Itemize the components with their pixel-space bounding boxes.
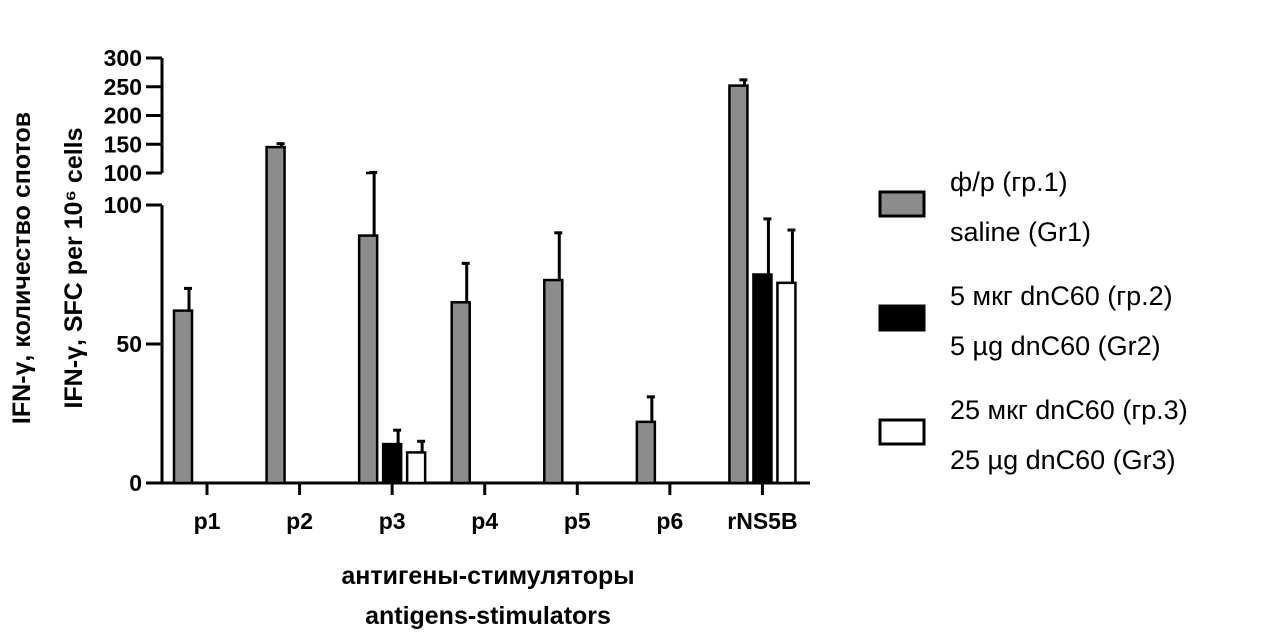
x-axis-label-line: антигены-стимуляторы (341, 562, 634, 590)
x-tick-label: p5 (564, 508, 591, 534)
y-tick-label: 100 (104, 192, 142, 218)
x-tick-label: p6 (656, 508, 683, 534)
legend-swatch (878, 304, 926, 332)
y-tick-label: 50 (116, 331, 142, 357)
legend-swatch (878, 418, 926, 446)
bar (265, 145, 286, 485)
bar (752, 273, 773, 485)
bar (381, 442, 403, 485)
y-tick-label: 150 (104, 131, 142, 157)
legend-label-en: saline (Gr1) (950, 217, 1091, 247)
bar (357, 234, 379, 485)
y-axis-label: IFN-γ, количество спотов IFN-γ, SFC per 1… (8, 112, 88, 424)
x-tick-label: p3 (379, 508, 406, 534)
bar (543, 278, 564, 485)
bar (635, 420, 657, 485)
x-tick-label: p2 (286, 508, 313, 534)
legend-label: 25 мкг dnC60 (гр.3) (950, 395, 1188, 425)
y-axis-label-line: IFN-γ, SFC per 10⁶ cells (60, 127, 88, 408)
bar (172, 309, 194, 485)
axis-break-gap (142, 177, 810, 201)
x-axis-label-line: antigens-stimulators (365, 602, 611, 630)
bar (450, 301, 471, 485)
legend-label: 5 мкг dnC60 (гр.2) (950, 281, 1173, 311)
y-tick-label: 300 (104, 45, 142, 71)
bar (405, 451, 427, 485)
y-axis-label-line: IFN-γ, количество спотов (8, 112, 36, 424)
y-tick-label: 200 (104, 103, 142, 129)
x-tick-label: rNS5B (727, 508, 797, 534)
y-tick-label: 100 (104, 160, 142, 186)
x-tick-label: p1 (194, 508, 221, 534)
legend-swatch (878, 190, 926, 218)
legend-label-en: 25 µg dnC60 (Gr3) (950, 445, 1176, 475)
bars (172, 78, 797, 485)
legend-label-en: 5 µg dnC60 (Gr2) (950, 331, 1161, 361)
y-tick-label: 250 (104, 74, 142, 100)
bar (776, 281, 797, 485)
y-tick-label: 0 (129, 470, 142, 496)
x-axis-label: антигены-стимуляторы antigens-stimulators (341, 562, 634, 630)
bar (728, 84, 749, 485)
x-tick-label: p4 (471, 508, 498, 534)
legend: ф/р (гр.1) saline (Gr1) 5 мкг dnC60 (гр.2)… (878, 167, 1188, 475)
legend-label: ф/р (гр.1) (950, 167, 1068, 197)
